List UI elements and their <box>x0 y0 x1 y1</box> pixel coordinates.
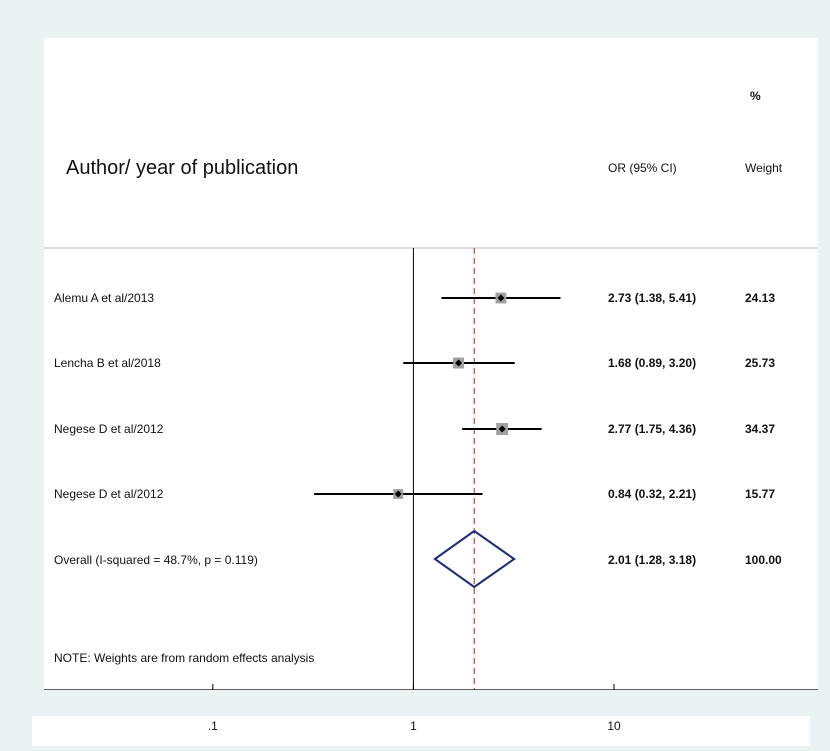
x-axis-tick-area: .1 1 10 <box>32 716 810 746</box>
weight-header-percent: % <box>750 89 761 103</box>
study-label: Negese D et al/2012 <box>54 487 164 501</box>
study-or-text: 1.68 (0.89, 3.20) <box>608 356 696 370</box>
weight-header-label: Weight <box>745 161 783 175</box>
study-weight-text: 24.13 <box>745 291 775 305</box>
study-label: Negese D et al/2012 <box>54 422 164 436</box>
overall-weight-text: 100.00 <box>745 553 782 567</box>
study-or-text: 2.73 (1.38, 5.41) <box>608 291 696 305</box>
study-weight-text: 25.73 <box>745 356 775 370</box>
study-or-text: 0.84 (0.32, 2.21) <box>608 487 696 501</box>
study-or-text: 2.77 (1.75, 4.36) <box>608 422 696 436</box>
study-label: Alemu A et al/2013 <box>54 291 154 305</box>
x-tick-label: .1 <box>208 719 218 733</box>
forest-plot: % Author/ year of publication OR (95% CI… <box>44 38 818 690</box>
forest-marks: Alemu A et al/2013 2.73 (1.38, 5.41) 24.13… <box>54 291 775 587</box>
study-column-header: Author/ year of publication <box>66 157 298 179</box>
overall-or-text: 2.01 (1.28, 3.18) <box>608 553 696 567</box>
overall-label: Overall (I-squared = 48.7%, p = 0.119) <box>54 553 258 567</box>
x-tick-label: 10 <box>607 719 621 733</box>
study-weight-text: 34.37 <box>745 422 775 436</box>
x-axis-ticks: .1 1 10 <box>32 716 810 746</box>
study-weight-text: 15.77 <box>745 487 775 501</box>
x-tick-label: 1 <box>410 719 417 733</box>
random-effects-note: NOTE: Weights are from random effects an… <box>54 651 314 665</box>
forest-plot-figure: % Author/ year of publication OR (95% CI… <box>44 38 818 690</box>
effect-column-header: OR (95% CI) <box>608 161 677 175</box>
study-label: Lencha B et al/2018 <box>54 356 161 370</box>
